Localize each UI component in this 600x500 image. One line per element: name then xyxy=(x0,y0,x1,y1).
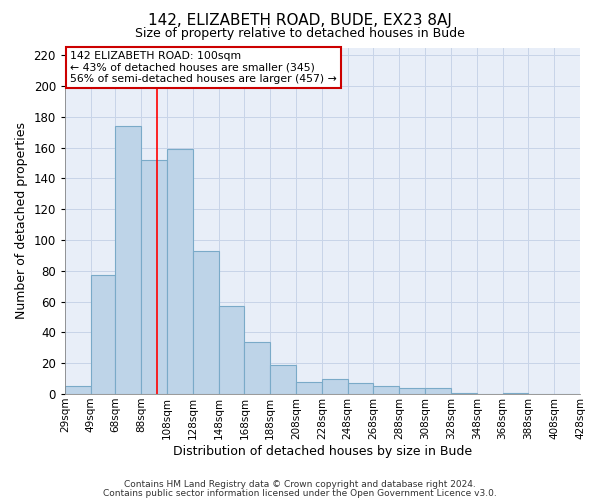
Text: 142, ELIZABETH ROAD, BUDE, EX23 8AJ: 142, ELIZABETH ROAD, BUDE, EX23 8AJ xyxy=(148,12,452,28)
Bar xyxy=(65,386,91,394)
Bar xyxy=(218,306,244,394)
Text: Size of property relative to detached houses in Bude: Size of property relative to detached ho… xyxy=(135,28,465,40)
Bar xyxy=(193,251,218,394)
Bar xyxy=(503,392,529,394)
Text: Contains HM Land Registry data © Crown copyright and database right 2024.: Contains HM Land Registry data © Crown c… xyxy=(124,480,476,489)
Bar xyxy=(167,149,193,394)
Bar xyxy=(425,388,451,394)
Bar xyxy=(115,126,141,394)
Bar xyxy=(296,382,322,394)
Bar xyxy=(141,160,167,394)
Bar xyxy=(244,342,270,394)
Bar xyxy=(399,388,425,394)
Bar xyxy=(347,384,373,394)
Bar xyxy=(451,392,477,394)
X-axis label: Distribution of detached houses by size in Bude: Distribution of detached houses by size … xyxy=(173,444,472,458)
Text: Contains public sector information licensed under the Open Government Licence v3: Contains public sector information licen… xyxy=(103,488,497,498)
Bar xyxy=(373,386,399,394)
Bar xyxy=(322,378,347,394)
Bar xyxy=(270,365,296,394)
Y-axis label: Number of detached properties: Number of detached properties xyxy=(15,122,28,320)
Bar xyxy=(91,276,115,394)
Text: 142 ELIZABETH ROAD: 100sqm
← 43% of detached houses are smaller (345)
56% of sem: 142 ELIZABETH ROAD: 100sqm ← 43% of deta… xyxy=(70,51,337,84)
